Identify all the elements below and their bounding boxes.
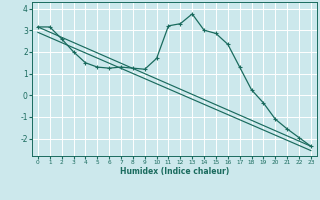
X-axis label: Humidex (Indice chaleur): Humidex (Indice chaleur) [120, 167, 229, 176]
